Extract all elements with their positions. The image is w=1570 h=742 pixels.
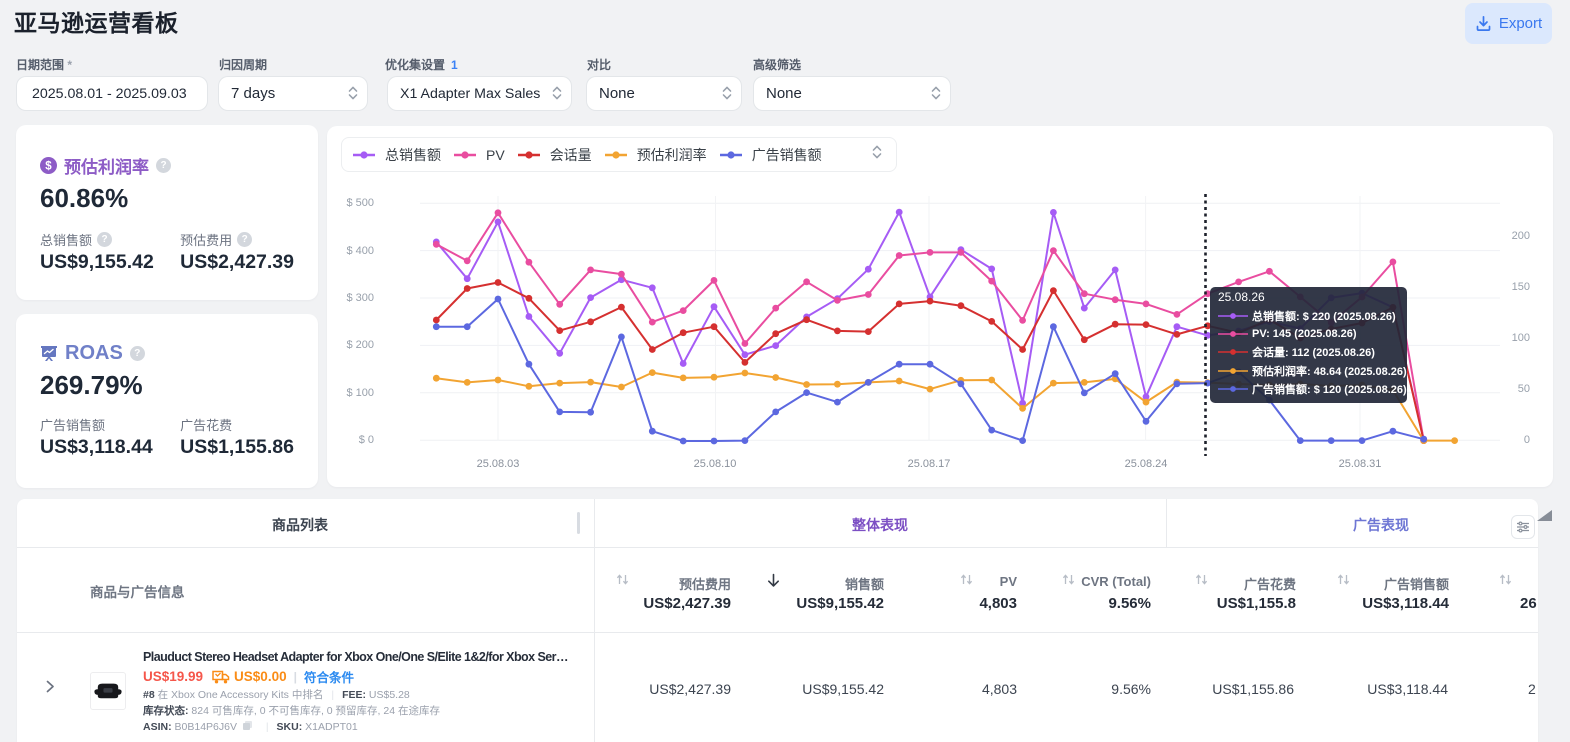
svg-text:$: $ [45, 161, 52, 173]
